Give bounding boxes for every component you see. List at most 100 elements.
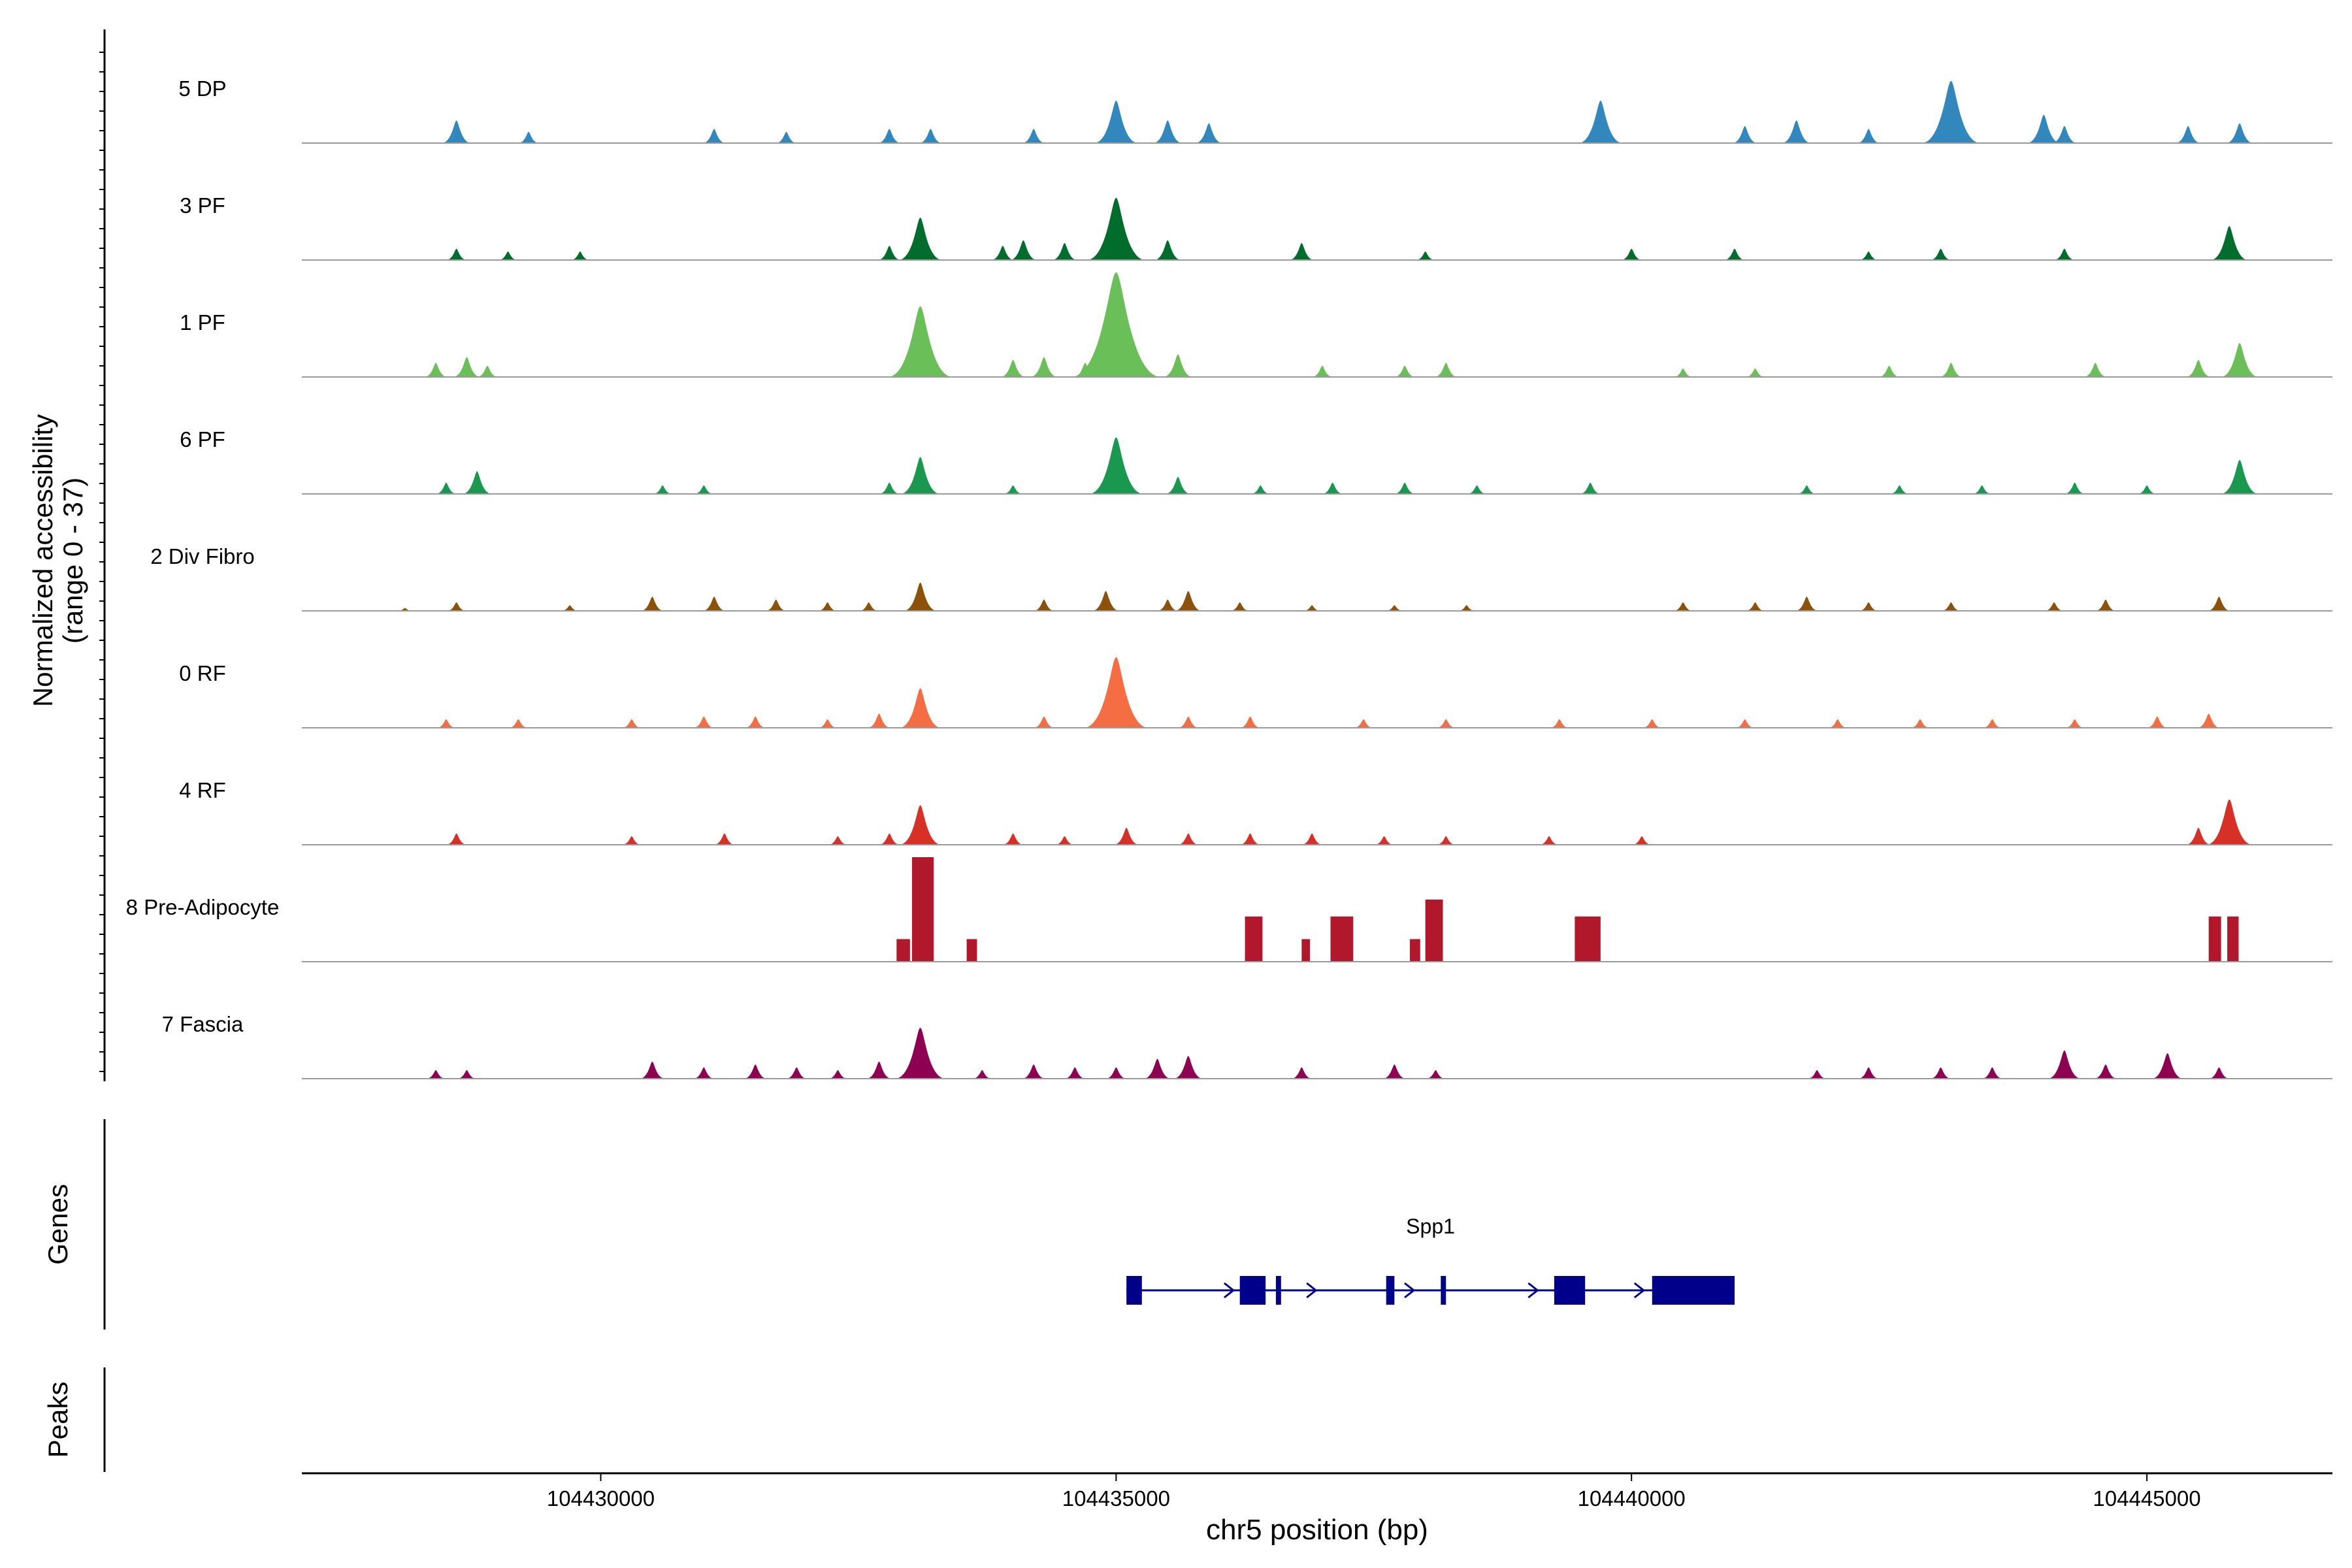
coverage-peak <box>1083 657 1149 728</box>
coverage-peak <box>1239 833 1261 845</box>
coverage-peak <box>1386 605 1403 611</box>
coverage-peak <box>1735 719 1755 728</box>
coverage-peak <box>1458 605 1475 611</box>
coverage-peak <box>887 306 953 377</box>
gene-exon <box>1652 1276 1735 1305</box>
coverage-peak <box>1673 602 1693 611</box>
genes-track-label: Genes <box>42 1184 73 1265</box>
coverage-peak <box>1033 716 1055 728</box>
track-1-pf: 1 PF <box>180 272 2332 378</box>
coverage-peak <box>2207 596 2231 611</box>
coverage-peak <box>622 719 642 728</box>
gene-exon <box>1239 1276 1266 1305</box>
coverage-peak <box>2083 363 2108 377</box>
coverage-tracks: 5 DP 3 PF 1 PF 6 PF 2 Div Fibro 0 RF 4 RF 8 Pre… <box>126 76 2332 1079</box>
track-label: 2 Div Fibro <box>150 544 255 568</box>
coverage-peak <box>1578 101 1623 143</box>
coverage-peak <box>1745 602 1765 611</box>
coverage-peak <box>1322 482 1344 494</box>
coverage-peak <box>2095 599 2117 611</box>
coverage-peak <box>858 602 879 611</box>
coverage-peak <box>622 836 642 845</box>
coverage-peak <box>1290 1067 1313 1079</box>
coverage-peak <box>1632 836 1652 845</box>
coverage-peak <box>653 485 672 494</box>
coverage-peak <box>476 365 498 377</box>
coverage-peak <box>1311 365 1333 377</box>
coverage-block <box>911 857 934 962</box>
coverage-peak <box>1152 120 1183 143</box>
gene-exon <box>1386 1276 1395 1305</box>
coverage-peak <box>462 471 493 494</box>
coverage-peak <box>441 120 472 143</box>
coverage-peak <box>1143 1058 1171 1079</box>
track-label: 8 Pre-Adipocyte <box>126 895 280 919</box>
coverage-block <box>2227 916 2239 962</box>
coverage-peak <box>1177 833 1200 845</box>
coverage-peak <box>1781 120 1812 143</box>
gene-track: Genes Spp1 <box>42 1119 1735 1330</box>
coverage-peak <box>1088 437 1144 494</box>
track-5-dp: 5 DP <box>178 76 2332 144</box>
coverage-peak <box>2206 799 2253 845</box>
strand-arrow <box>1633 1282 1646 1299</box>
coverage-peak <box>1857 1067 1880 1079</box>
track-0-rf: 0 RF <box>179 657 2332 728</box>
coverage-peak <box>1981 1067 2003 1079</box>
coverage-peak <box>1436 836 1456 845</box>
coverage-peak <box>713 833 736 845</box>
x-axis-tick-label: 104430000 <box>547 1486 655 1511</box>
track-label: 4 RF <box>179 778 226 802</box>
coverage-peak <box>1434 363 1458 377</box>
coverage-peak <box>2197 713 2221 728</box>
coverage-peak <box>867 713 891 728</box>
coverage-peak <box>919 129 943 143</box>
track-label: 6 PF <box>180 427 225 451</box>
coverage-peak <box>1003 485 1023 494</box>
coverage-peak <box>397 608 413 611</box>
strand-arrow <box>1527 1282 1539 1299</box>
coverage-peak <box>1539 836 1559 845</box>
coverage-peak <box>1054 836 1075 845</box>
coverage-peak <box>877 129 902 143</box>
coverage-peak <box>1972 485 1992 494</box>
strand-arrow <box>1130 1282 1143 1299</box>
coverage-peak <box>2053 248 2076 260</box>
coverage-peak <box>1094 101 1139 143</box>
coverage-peak <box>1354 719 1373 728</box>
coverage-peak <box>1051 243 1078 260</box>
x-axis-tick-label: 104440000 <box>1578 1486 1686 1511</box>
track-6-pf: 6 PF <box>180 427 2332 495</box>
coverage-peak <box>498 252 518 260</box>
coverage-peak <box>693 716 715 728</box>
coverage-peak <box>1156 599 1179 611</box>
coverage-block <box>896 939 910 962</box>
coverage-peak <box>517 131 540 143</box>
track-label: 5 DP <box>178 76 226 101</box>
coverage-peak <box>1064 1067 1086 1079</box>
coverage-peak <box>2044 602 2064 611</box>
x-axis-tick-label: 104445000 <box>2093 1486 2200 1511</box>
coverage-peak <box>702 129 727 143</box>
coverage-peak <box>1859 252 1878 260</box>
coverage-peak <box>2185 828 2212 845</box>
coverage-peak <box>453 357 481 377</box>
coverage-peak <box>1394 482 1416 494</box>
gene-model-spp1 <box>1126 1276 1735 1305</box>
coverage-peak <box>1642 719 1662 728</box>
x-axis-label: chr5 position (bp) <box>1206 1514 1428 1546</box>
coverage-peak <box>1467 485 1487 494</box>
gene-exon <box>1554 1276 1586 1305</box>
track-8-pre-adipocyte: 8 Pre-Adipocyte <box>126 857 2332 962</box>
coverage-peak <box>1732 126 1758 143</box>
coverage-peak <box>1982 719 2002 728</box>
coverage-peak <box>1795 596 1819 611</box>
coverage-peak <box>1163 354 1193 377</box>
coverage-block <box>1330 916 1354 962</box>
coverage-peak <box>1436 719 1456 728</box>
coverage-peak <box>694 485 714 494</box>
coverage-peak <box>1033 599 1055 611</box>
coverage-peak <box>1009 240 1037 260</box>
coverage-block <box>966 939 977 962</box>
